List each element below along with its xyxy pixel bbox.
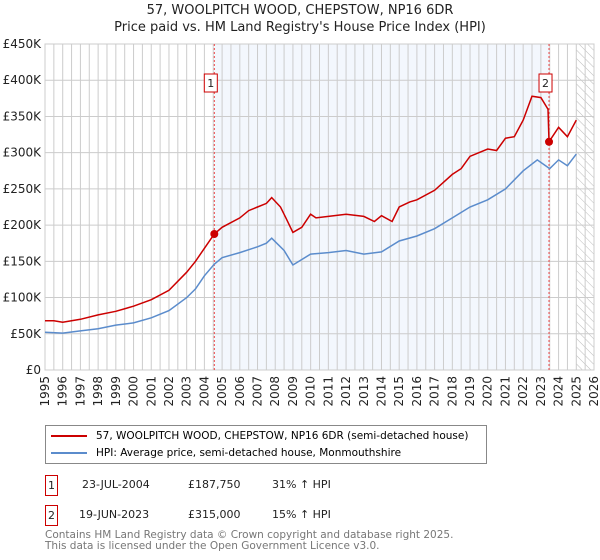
footer-line: This data is licensed under the Open Gov… — [45, 540, 380, 552]
x-tick-label: 2013 — [357, 376, 371, 407]
x-tick-label: 2018 — [445, 376, 459, 407]
transaction-price: £187,750 — [188, 478, 241, 491]
y-tick-label: £200K — [3, 218, 43, 232]
footer-line: Contains HM Land Registry data © Crown c… — [45, 529, 454, 541]
x-tick-label: 2025 — [569, 376, 583, 407]
x-tick-label: 1998 — [91, 376, 105, 407]
line-chart: £0 £50K £100K £150K £200K £250K £300K £350K £400… — [3, 37, 600, 407]
chart-title: 57, WOOLPITCH WOOD, CHEPSTOW, NP16 6DR — [146, 3, 454, 18]
x-tick-label: 2000 — [127, 376, 141, 407]
y-tick-label: £150K — [3, 254, 43, 268]
transaction-row: 2 19-JUN-2023 £315,000 15% ↑ HPI — [45, 505, 445, 526]
transaction-hpi: 31% ↑ HPI — [272, 478, 331, 491]
x-tick-label: 2004 — [197, 376, 211, 407]
x-tick-label: 1999 — [109, 376, 123, 407]
y-tick-label: £50K — [10, 327, 42, 341]
legend-swatch-blue — [51, 452, 87, 454]
sale-point — [545, 137, 554, 146]
y-tick-label: £250K — [3, 182, 43, 196]
x-tick-label: 2021 — [498, 376, 512, 407]
y-tick-label: £400K — [3, 73, 43, 87]
marker-label: 2 — [542, 77, 549, 90]
x-tick-label: 2007 — [251, 376, 265, 407]
legend-item-hpi: HPI: Average price, semi-detached house,… — [51, 445, 401, 461]
x-tick-label: 2012 — [339, 376, 353, 407]
marker-badge: 2 — [45, 505, 58, 526]
x-tick-label: 2022 — [516, 376, 530, 407]
x-tick-label: 2015 — [392, 376, 406, 407]
x-tick-label: 2002 — [162, 376, 176, 407]
marker-box — [203, 73, 218, 93]
y-tick-label: £100K — [3, 291, 43, 305]
legend-item-price: 57, WOOLPITCH WOOD, CHEPSTOW, NP16 6DR (… — [51, 428, 468, 444]
marker-label: 1 — [207, 77, 214, 90]
transaction-hpi: 15% ↑ HPI — [272, 508, 331, 521]
transaction-date: 19-JUN-2023 — [79, 508, 150, 521]
y-tick-label: £0 — [26, 363, 41, 377]
x-tick-label: 2023 — [534, 376, 548, 407]
x-tick-label: 2019 — [463, 376, 477, 407]
x-tick-label: 2005 — [215, 376, 229, 407]
x-tick-label: 2011 — [321, 376, 335, 407]
x-tick-label: 2024 — [552, 376, 566, 407]
sale-point — [210, 229, 219, 238]
x-tick-label: 2003 — [180, 376, 194, 407]
y-tick-label: £350K — [3, 109, 43, 123]
series-line — [45, 95, 577, 323]
x-tick-label: 2016 — [410, 376, 424, 407]
legend-swatch-red — [51, 435, 87, 437]
x-tick-label: 1996 — [56, 376, 70, 407]
plot-border — [44, 43, 595, 371]
marker-box — [538, 73, 553, 93]
legend: 57, WOOLPITCH WOOD, CHEPSTOW, NP16 6DR (… — [45, 425, 487, 464]
legend-label: HPI: Average price, semi-detached house,… — [96, 447, 402, 459]
x-tick-label: 1995 — [38, 376, 52, 407]
x-tick-label: 2009 — [286, 376, 300, 407]
x-tick-label: 2010 — [304, 376, 318, 407]
x-tick-label: 2014 — [374, 376, 388, 407]
y-tick-label: £450K — [3, 37, 43, 51]
x-tick-label: 2006 — [233, 376, 247, 407]
transaction-row: 1 23-JUL-2004 £187,750 31% ↑ HPI — [45, 475, 445, 496]
transaction-date: 23-JUL-2004 — [82, 478, 150, 491]
series-line — [44, 153, 577, 334]
x-tick-label: 1997 — [73, 376, 87, 407]
x-tick-label: 2008 — [268, 376, 282, 407]
footer: Contains HM Land Registry data © Crown c… — [45, 530, 453, 552]
x-tick-label: 2026 — [587, 376, 600, 407]
x-tick-label: 2017 — [428, 376, 442, 407]
transaction-price: £315,000 — [188, 508, 241, 521]
y-tick-label: £300K — [3, 146, 43, 160]
chart-subtitle: Price paid vs. HM Land Registry's House … — [114, 20, 486, 35]
x-tick-label: 2001 — [144, 376, 158, 407]
marker-badge: 1 — [45, 475, 58, 496]
x-tick-label: 2020 — [481, 376, 495, 407]
legend-label: 57, WOOLPITCH WOOD, CHEPSTOW, NP16 6DR (… — [96, 430, 469, 442]
